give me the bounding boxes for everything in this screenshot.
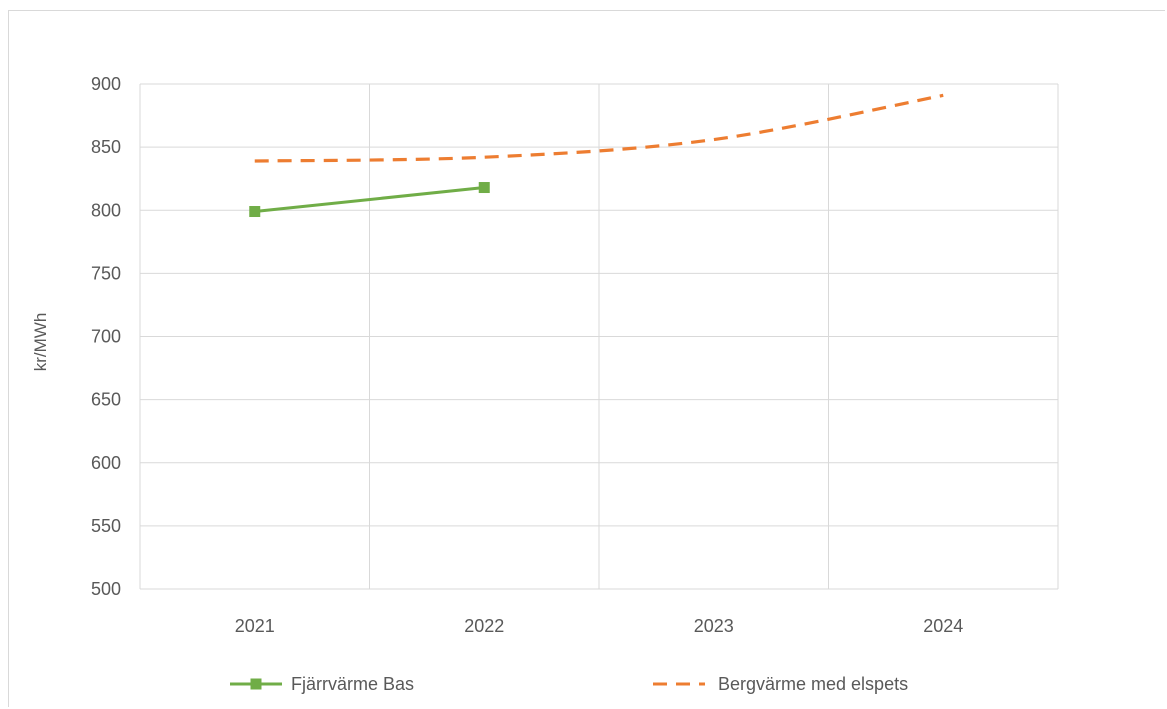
y-tick-label: 800 xyxy=(91,200,121,220)
y-axis-label: kr/MWh xyxy=(31,313,50,372)
y-tick-label: 900 xyxy=(91,74,121,94)
y-tick-label: 750 xyxy=(91,263,121,283)
y-tick-label: 600 xyxy=(91,453,121,473)
legend-marker xyxy=(250,678,262,690)
y-tick-label: 850 xyxy=(91,137,121,157)
legend-label: Fjärrvärme Bas xyxy=(291,674,414,694)
y-axis-ticks: 500 550 600 650 700 750 800 850 900 xyxy=(91,74,121,599)
x-tick-label: 2022 xyxy=(464,616,504,636)
x-tick-label: 2024 xyxy=(923,616,963,636)
series-layer xyxy=(249,93,944,218)
x-axis-ticks: 2021 2022 2023 2024 xyxy=(235,616,964,636)
series-line-bergv-rme-med-elspets xyxy=(254,93,944,163)
y-tick-label: 500 xyxy=(91,579,121,599)
x-tick-label: 2021 xyxy=(235,616,275,636)
series-line-fj-rrv-rme-bas xyxy=(254,186,485,214)
x-tick-label: 2023 xyxy=(694,616,734,636)
grid-lines xyxy=(139,83,1059,590)
legend-label: Bergvärme med elspets xyxy=(718,674,908,694)
y-tick-label: 550 xyxy=(91,516,121,536)
data-point-fj-rrv-rme-bas xyxy=(478,182,490,194)
y-tick-label: 700 xyxy=(91,327,121,347)
legend: Fjärrvärme Bas Bergvärme med elspets xyxy=(230,674,908,694)
chart-frame xyxy=(8,10,1165,707)
data-point-fj-rrv-rme-bas xyxy=(249,206,261,218)
y-tick-label: 650 xyxy=(91,390,121,410)
